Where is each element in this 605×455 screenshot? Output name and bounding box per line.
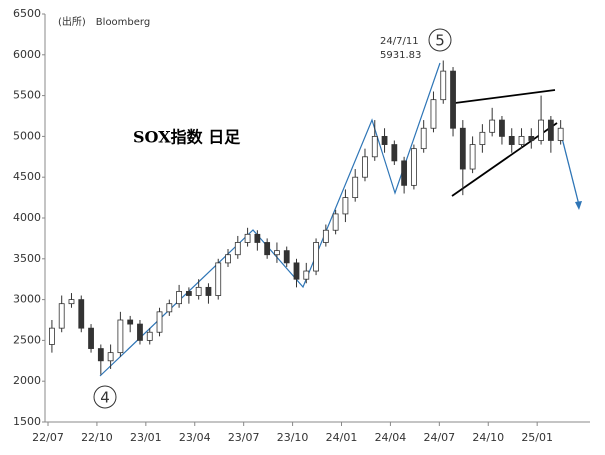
y-tick-label: 4500 [13, 170, 41, 183]
candle-body [479, 131, 486, 145]
candle-body [410, 148, 417, 186]
candle-body [381, 135, 388, 145]
candle-body [450, 70, 456, 129]
candle-body [371, 135, 378, 158]
arrow-head [575, 201, 582, 210]
candle-body [88, 327, 94, 349]
candle-body [528, 135, 535, 141]
x-tick-label: 25/01 [521, 431, 553, 444]
candle-body [469, 144, 476, 170]
candle-body [68, 299, 75, 305]
y-tick-label: 3500 [13, 252, 41, 265]
candle-body [362, 156, 368, 178]
forecast-arrow [559, 129, 580, 206]
candle-body [283, 250, 290, 264]
candle-body [225, 254, 231, 264]
candle-body [58, 303, 65, 329]
y-tick-label: 5000 [13, 129, 41, 142]
y-tick-label: 6000 [13, 48, 41, 61]
candle-body [547, 119, 554, 141]
candle-body [430, 99, 437, 129]
triangle-upper [454, 89, 556, 104]
wave-circle [93, 385, 117, 409]
candle-body [117, 319, 124, 354]
candle-body [293, 262, 300, 280]
y-tick-label: 6500 [13, 7, 41, 20]
candle-body [166, 303, 173, 313]
candle-body [107, 352, 114, 362]
candle-body [518, 135, 525, 145]
chart-title: SOX指数 日足 [133, 128, 241, 147]
wave-line [99, 62, 441, 377]
candle-body [176, 291, 182, 305]
candle-body [401, 160, 408, 186]
y-tick-label: 5500 [13, 89, 41, 102]
wave-label: 4 [100, 389, 110, 407]
candle-body [234, 242, 241, 256]
x-tick-label: 23/07 [228, 431, 260, 444]
x-tick-label: 24/07 [423, 431, 455, 444]
candle-body [342, 197, 349, 215]
x-tick-label: 22/10 [81, 431, 113, 444]
candle-body [391, 144, 398, 162]
candle-body [420, 127, 427, 150]
x-tick-label: 23/01 [130, 431, 162, 444]
candle-body [499, 119, 505, 137]
candle-body [274, 250, 280, 256]
candle-body [205, 286, 212, 296]
x-tick-label: 22/07 [32, 431, 64, 444]
candle-body [185, 291, 192, 296]
candle-body [244, 233, 251, 243]
candle-body [156, 311, 163, 333]
candle-body [538, 119, 544, 141]
candle-body [254, 233, 261, 243]
candle-body [303, 270, 310, 280]
candle-body [440, 70, 447, 101]
annotation-date: 24/7/11 [380, 36, 419, 47]
candle-body [489, 119, 496, 133]
y-tick-label: 1500 [13, 415, 41, 428]
annotation-value: 5931.83 [380, 50, 421, 61]
candle-body [459, 127, 466, 170]
candle-body [137, 323, 143, 341]
wave-circle [428, 28, 452, 52]
x-tick-label: 24/10 [472, 431, 504, 444]
candle-body [508, 135, 515, 145]
candle-body [322, 229, 329, 243]
candle-body [127, 319, 134, 325]
source: (出所) Bloomberg [58, 15, 150, 28]
candle-body [49, 327, 55, 345]
candle-body [352, 176, 359, 198]
wave-label: 5 [435, 32, 445, 50]
y-tick-label: 2500 [13, 333, 41, 346]
candle-body [264, 242, 271, 256]
x-tick-label: 24/04 [375, 431, 407, 444]
y-tick-label: 2000 [13, 374, 41, 387]
y-tick-label: 3000 [13, 293, 41, 306]
candle-body [146, 331, 153, 341]
candle-body [332, 213, 339, 231]
candle-body [195, 286, 202, 296]
x-tick-label: 24/01 [326, 431, 358, 444]
candle-body [97, 348, 104, 362]
candle-body [215, 262, 222, 296]
y-tick-label: 4000 [13, 211, 41, 224]
candle-body [78, 299, 85, 329]
candle-body [557, 127, 564, 141]
candle-body [313, 242, 319, 272]
x-tick-label: 23/10 [277, 431, 309, 444]
x-tick-label: 23/04 [179, 431, 211, 444]
